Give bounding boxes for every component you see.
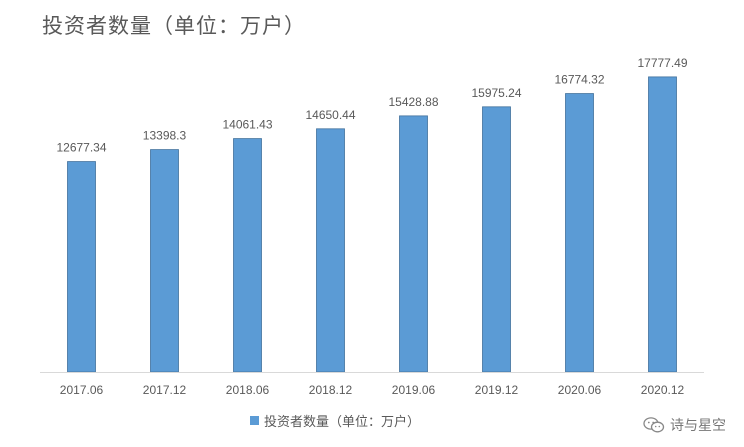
- value-label-2019.06: 15428.88: [388, 95, 438, 109]
- x-tick-label-2020.12: 2020.12: [641, 383, 685, 397]
- value-label-2017.12: 13398.3: [143, 129, 187, 143]
- value-label-2020.06: 16774.32: [554, 73, 604, 87]
- value-label-2020.12: 17777.49: [637, 56, 687, 70]
- bar-2017.12: [151, 150, 179, 372]
- bar-2020.06: [566, 94, 594, 372]
- x-tick-labels-group: 2017.06 2017.12 2018.06 2018.12 2019.06 2019.…: [60, 383, 685, 397]
- bar-2018.12: [317, 129, 345, 372]
- x-tick-label-2018.06: 2018.06: [226, 383, 270, 397]
- bar-2019.12: [483, 107, 511, 372]
- x-tick-label-2017.12: 2017.12: [143, 383, 187, 397]
- x-tick-label-2020.06: 2020.06: [558, 383, 602, 397]
- value-label-2017.06: 12677.34: [56, 141, 106, 155]
- bar-2017.06: [68, 162, 96, 372]
- x-tick-label-2017.06: 2017.06: [60, 383, 104, 397]
- bars-group: [68, 77, 677, 372]
- wechat-icon: [643, 416, 665, 434]
- legend-label: 投资者数量（单位：万户）: [264, 411, 420, 430]
- bar-2020.12: [649, 77, 677, 372]
- x-tick-label-2019.06: 2019.06: [392, 383, 436, 397]
- legend: 投资者数量（单位：万户）: [250, 411, 420, 430]
- value-label-2018.12: 14650.44: [305, 108, 355, 122]
- x-tick-label-2018.12: 2018.12: [309, 383, 353, 397]
- watermark-text: 诗与星空: [670, 415, 726, 435]
- legend-swatch: [250, 416, 259, 425]
- x-tick-label-2019.12: 2019.12: [475, 383, 519, 397]
- value-label-2018.06: 14061.43: [222, 118, 272, 132]
- bar-2018.06: [234, 139, 262, 372]
- watermark: 诗与星空: [643, 415, 726, 435]
- bar-2019.06: [400, 116, 428, 372]
- value-label-2019.12: 15975.24: [471, 86, 521, 100]
